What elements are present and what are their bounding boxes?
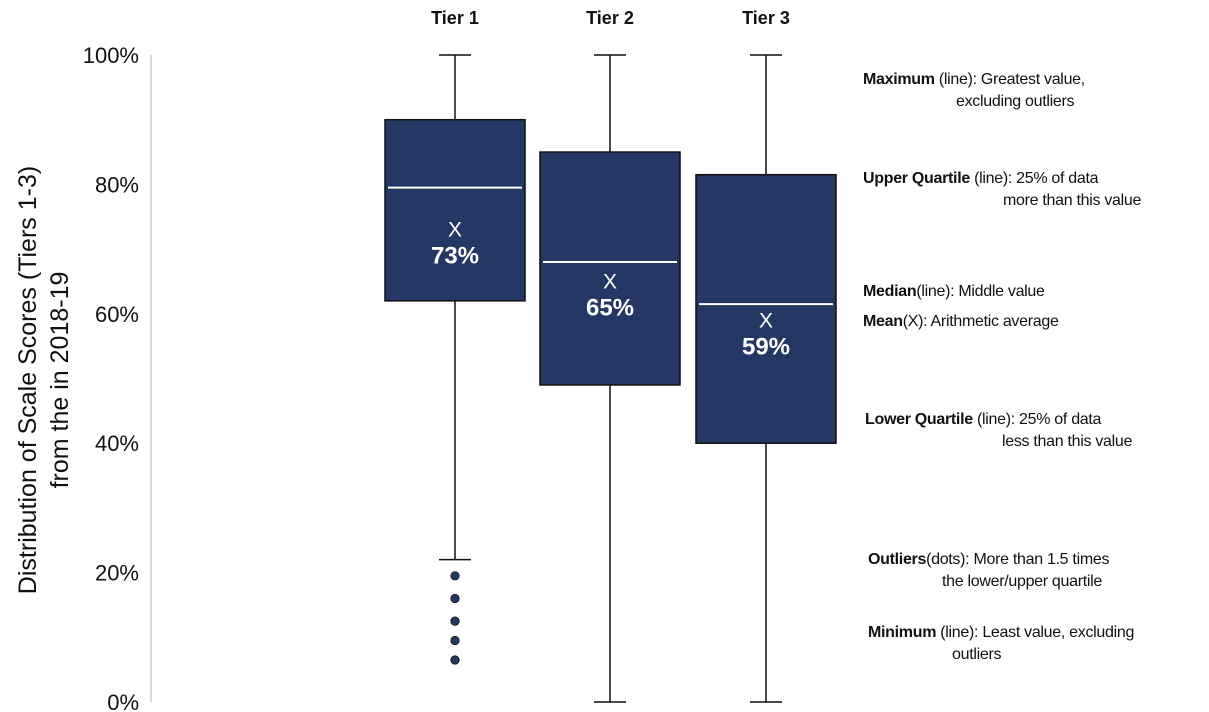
legend-maximum-term: Maximum [863, 71, 935, 88]
outlier-dot [451, 636, 459, 644]
legend-upper-quartile-line2: more than this value [863, 190, 1141, 212]
legend-minimum: Minimum (line): Least value, excluding o… [868, 622, 1134, 666]
legend-upper-quartile: Upper Quartile (line): 25% of data more … [863, 168, 1141, 212]
legend-maximum-paren: (line): [935, 71, 981, 88]
legend-upper-quartile-paren: (line): [970, 170, 1016, 187]
y-tick-label: 100% [83, 43, 139, 68]
legend-outliers-desc: More than 1.5 times [973, 551, 1109, 568]
legend-maximum: Maximum (line): Greatest value, excludin… [863, 69, 1085, 113]
legend-lower-quartile-paren: (line): [973, 411, 1019, 428]
legend-minimum-desc: Least value, excluding [982, 624, 1134, 641]
category-label: Tier 3 [742, 8, 790, 28]
legend-maximum-desc: Greatest value, [981, 71, 1085, 88]
y-axis-ticks: 0% 20% 40% 60% 80% 100% [83, 43, 139, 712]
legend-outliers-line2: the lower/upper quartile [868, 571, 1109, 593]
mean-marker: X [603, 270, 617, 293]
legend-minimum-paren: (line): [936, 624, 982, 641]
outlier-dot [451, 656, 459, 664]
box-3: X59% [696, 55, 836, 702]
legend-maximum-line2: excluding outliers [863, 91, 1085, 113]
legend-median-term: Median [863, 283, 916, 300]
legend-median-paren: (line): [916, 283, 958, 300]
legend-lower-quartile-line2: less than this value [865, 431, 1132, 453]
legend-upper-quartile-term: Upper Quartile [863, 170, 970, 187]
mean-value-label: 59% [742, 333, 790, 360]
interquartile-box [540, 152, 680, 385]
legend-mean-term: Mean [863, 313, 903, 330]
mean-marker: X [448, 219, 462, 242]
outlier-dot [451, 617, 459, 625]
legend-mean: Mean(X): Arithmetic average [863, 311, 1059, 333]
box-1: X73% [385, 55, 525, 664]
category-label: Tier 2 [586, 8, 634, 28]
legend-median-desc: Middle value [958, 283, 1044, 300]
legend-lower-quartile: Lower Quartile (line): 25% of data less … [865, 409, 1132, 453]
mean-marker: X [759, 309, 773, 332]
category-label: Tier 1 [431, 8, 479, 28]
mean-value-label: 65% [586, 294, 634, 321]
legend-upper-quartile-desc: 25% of data [1016, 170, 1098, 187]
y-tick-label: 0% [107, 690, 139, 712]
interquartile-box [385, 120, 525, 301]
legend-outliers: Outliers(dots): More than 1.5 times the … [868, 549, 1109, 593]
box-2: X65% [540, 55, 680, 702]
category-labels: Tier 1 Tier 2 Tier 3 [431, 8, 790, 28]
y-tick-label: 20% [95, 561, 139, 586]
legend-lower-quartile-term: Lower Quartile [865, 411, 973, 428]
legend-median: Median(line): Middle value [863, 281, 1045, 303]
box-series: X73%X65% X59% [385, 55, 836, 702]
legend-outliers-term: Outliers [868, 551, 926, 568]
legend-mean-paren: (X): [903, 313, 931, 330]
outlier-dot [451, 594, 459, 602]
legend-minimum-line2: outliers [868, 644, 1134, 666]
y-axis-title-line-2: from the in 2018-19 [46, 272, 74, 489]
y-axis-title-line-1: Distribution of Scale Scores (Tiers 1-3) [14, 166, 42, 594]
mean-value-label: 73% [431, 243, 479, 270]
outlier-dot [451, 572, 459, 580]
legend-outliers-paren: (dots): [926, 551, 973, 568]
y-tick-label: 60% [95, 302, 139, 327]
y-tick-label: 80% [95, 172, 139, 197]
legend-mean-desc: Arithmetic average [931, 313, 1059, 330]
y-axis-title: Distribution of Scale Scores (Tiers 1-3)… [14, 166, 74, 594]
legend-minimum-term: Minimum [868, 624, 936, 641]
legend-lower-quartile-desc: 25% of data [1019, 411, 1101, 428]
y-tick-label: 40% [95, 431, 139, 456]
